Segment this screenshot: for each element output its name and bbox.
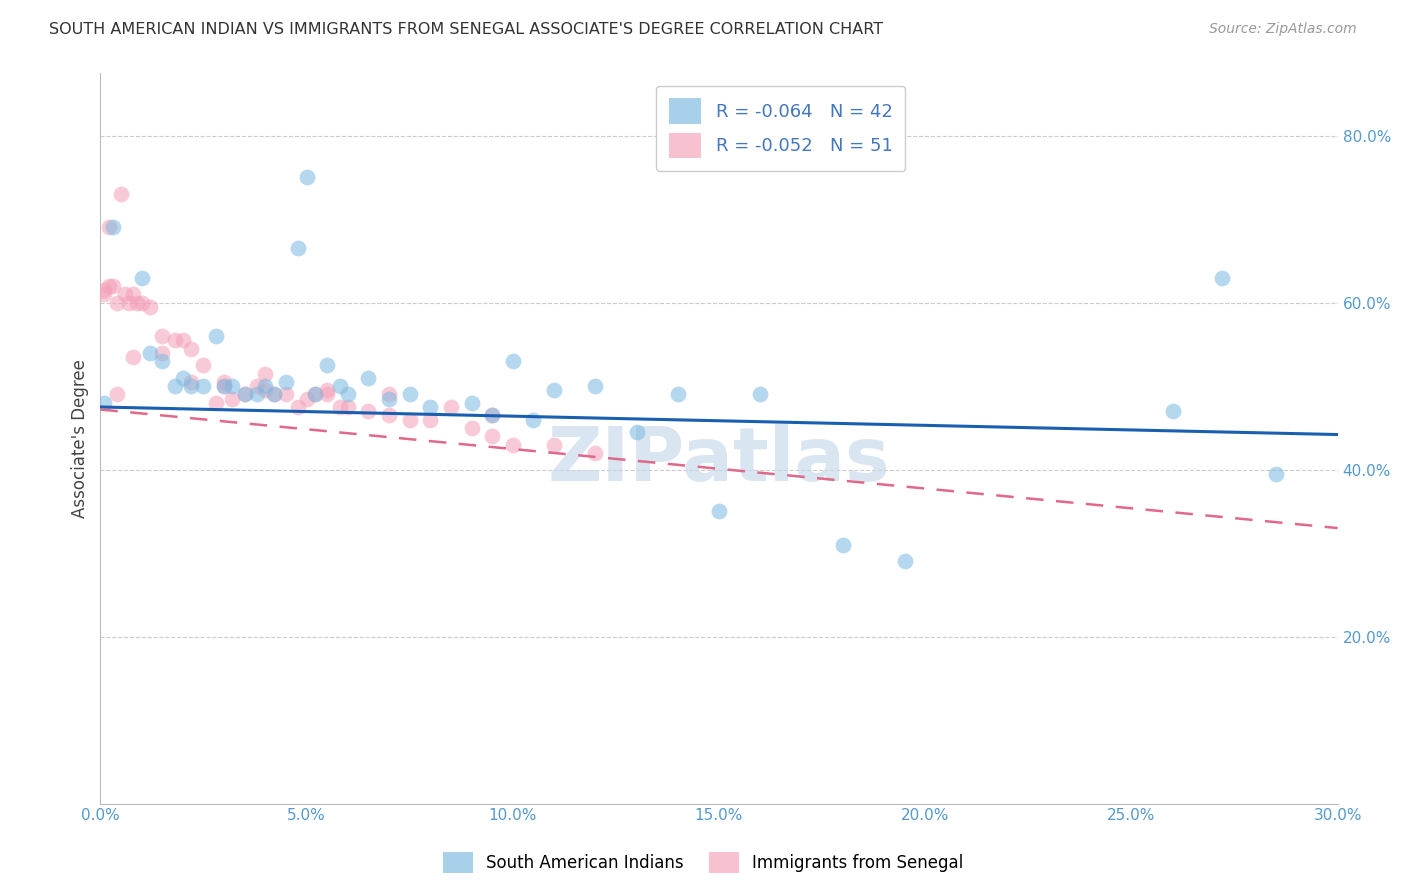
Point: [233, 387, 256, 401]
Point: [163, 333, 186, 347]
Point: [246, 387, 269, 401]
Point: [419, 400, 441, 414]
Point: [419, 412, 441, 426]
Point: [398, 387, 420, 401]
Point: [139, 300, 162, 314]
Point: [440, 400, 463, 414]
Point: [502, 437, 524, 451]
Point: [543, 384, 565, 398]
Point: [1264, 467, 1286, 481]
Point: [110, 187, 132, 202]
Point: [150, 354, 173, 368]
Text: SOUTH AMERICAN INDIAN VS IMMIGRANTS FROM SENEGAL ASSOCIATE'S DEGREE CORRELATION : SOUTH AMERICAN INDIAN VS IMMIGRANTS FROM…: [49, 22, 883, 37]
Point: [481, 429, 503, 443]
Point: [749, 387, 772, 401]
Point: [163, 379, 186, 393]
Point: [193, 358, 215, 372]
Point: [150, 329, 173, 343]
Point: [666, 387, 689, 401]
Point: [481, 409, 503, 423]
Point: [287, 400, 309, 414]
Point: [212, 379, 235, 393]
Point: [180, 342, 202, 356]
Point: [172, 333, 194, 347]
Text: Source: ZipAtlas.com: Source: ZipAtlas.com: [1209, 22, 1357, 37]
Point: [357, 404, 380, 418]
Point: [274, 387, 297, 401]
Point: [263, 387, 285, 401]
Point: [626, 425, 648, 439]
Point: [460, 421, 482, 435]
Legend: R = -0.064   N = 42, R = -0.052   N = 51: R = -0.064 N = 42, R = -0.052 N = 51: [657, 86, 905, 171]
Point: [212, 379, 235, 393]
Point: [150, 345, 173, 359]
Point: [131, 270, 153, 285]
Point: [246, 379, 269, 393]
Point: [180, 379, 202, 393]
Point: [329, 400, 352, 414]
Point: [139, 345, 162, 359]
Point: [583, 379, 606, 393]
Point: [105, 387, 128, 401]
Point: [193, 379, 215, 393]
Point: [212, 375, 235, 389]
Point: [583, 446, 606, 460]
Point: [97, 220, 120, 235]
Point: [101, 220, 124, 235]
Point: [378, 387, 401, 401]
Point: [221, 379, 243, 393]
Point: [502, 354, 524, 368]
Point: [316, 387, 339, 401]
Point: [93, 283, 115, 297]
Point: [263, 387, 285, 401]
Point: [274, 375, 297, 389]
Point: [1211, 270, 1233, 285]
Point: [481, 409, 503, 423]
Text: ZIPatlas: ZIPatlas: [548, 424, 890, 497]
Point: [122, 287, 145, 301]
Point: [93, 287, 115, 301]
Point: [105, 295, 128, 310]
Point: [378, 409, 401, 423]
Point: [329, 379, 352, 393]
Point: [304, 387, 326, 401]
Legend: South American Indians, Immigrants from Senegal: South American Indians, Immigrants from …: [436, 846, 970, 880]
Point: [831, 538, 853, 552]
Point: [122, 350, 145, 364]
Point: [287, 241, 309, 255]
Point: [1161, 404, 1184, 418]
Point: [543, 437, 565, 451]
Point: [357, 370, 380, 384]
Point: [254, 367, 277, 381]
Y-axis label: Associate's Degree: Associate's Degree: [72, 359, 89, 517]
Point: [205, 329, 228, 343]
Point: [316, 358, 339, 372]
Point: [101, 279, 124, 293]
Point: [522, 412, 544, 426]
Point: [127, 295, 149, 310]
Point: [233, 387, 256, 401]
Point: [93, 396, 115, 410]
Point: [460, 396, 482, 410]
Point: [131, 295, 153, 310]
Point: [304, 387, 326, 401]
Point: [295, 170, 318, 185]
Point: [893, 554, 915, 568]
Point: [180, 375, 202, 389]
Point: [254, 379, 277, 393]
Point: [336, 387, 359, 401]
Point: [398, 412, 420, 426]
Point: [114, 287, 136, 301]
Point: [172, 370, 194, 384]
Point: [336, 400, 359, 414]
Point: [221, 392, 243, 406]
Point: [205, 396, 228, 410]
Point: [378, 392, 401, 406]
Point: [316, 384, 339, 398]
Point: [295, 392, 318, 406]
Point: [97, 279, 120, 293]
Point: [707, 504, 730, 518]
Point: [118, 295, 141, 310]
Point: [254, 384, 277, 398]
